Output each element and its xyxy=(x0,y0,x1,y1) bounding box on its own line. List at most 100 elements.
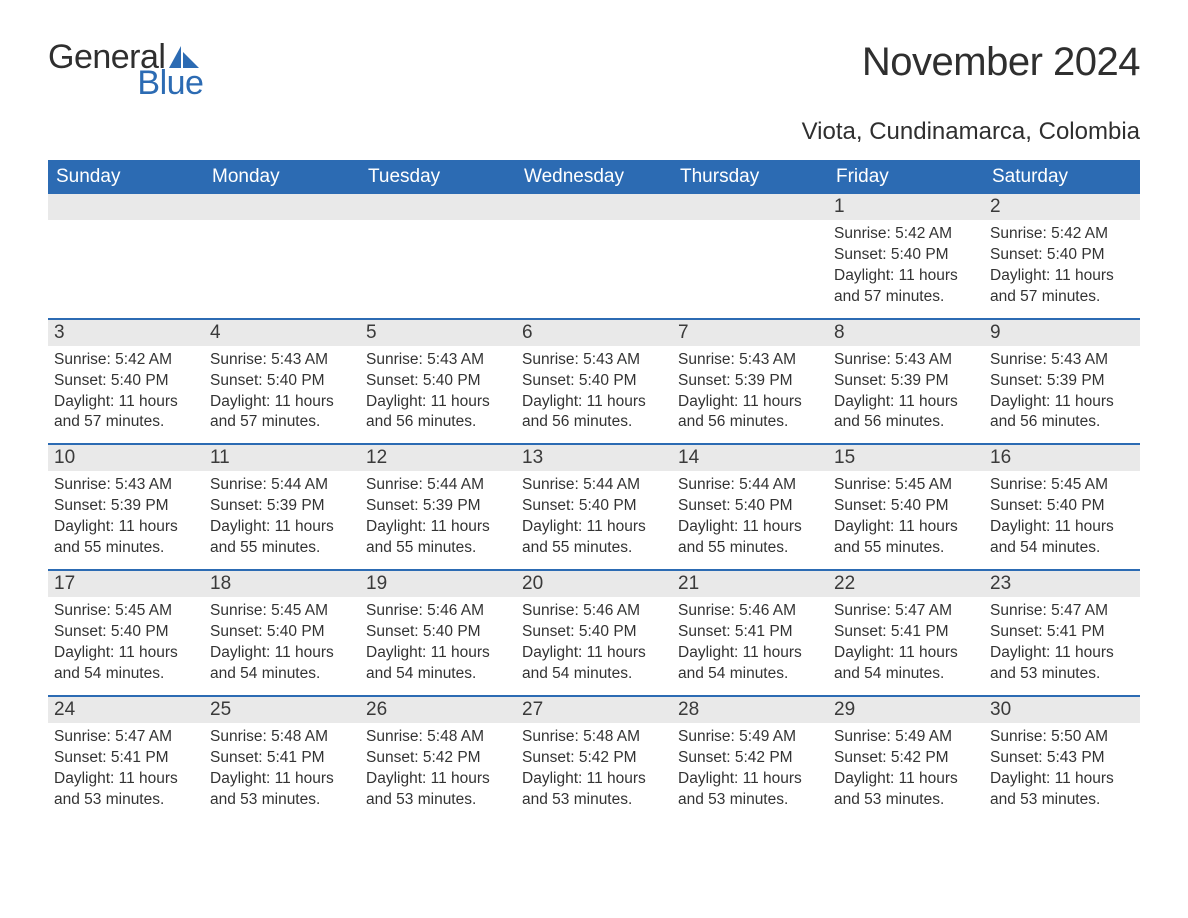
sunrise-line: Sunrise: 5:48 AM xyxy=(522,727,666,748)
day-cell: 10 Sunrise: 5:43 AMSunset: 5:39 PMDayligh… xyxy=(48,445,204,569)
day-number: 15 xyxy=(828,445,984,471)
day-number: 25 xyxy=(204,697,360,723)
day-info: Sunrise: 5:49 AMSunset: 5:42 PMDaylight:… xyxy=(672,727,828,811)
day-cell: 22Sunrise: 5:47 AMSunset: 5:41 PMDayligh… xyxy=(828,571,984,695)
daylight-line: Daylight: 11 hours and 56 minutes. xyxy=(522,392,666,434)
day-header-row: Sunday Monday Tuesday Wednesday Thursday… xyxy=(48,160,1140,194)
day-info: Sunrise: 5:43 AMSunset: 5:40 PMDaylight:… xyxy=(516,350,672,434)
day-cell xyxy=(48,194,204,318)
header: General Blue November 2024 xyxy=(48,40,1140,100)
day-info: Sunrise: 5:45 AMSunset: 5:40 PMDaylight:… xyxy=(204,601,360,685)
day-info: Sunrise: 5:42 AMSunset: 5:40 PMDaylight:… xyxy=(828,224,984,308)
week-row: 10 Sunrise: 5:43 AMSunset: 5:39 PMDayligh… xyxy=(48,443,1140,569)
sunrise-line: Sunrise: 5:49 AM xyxy=(834,727,978,748)
day-number: 17 xyxy=(48,571,204,597)
sunset-line: Sunset: 5:40 PM xyxy=(834,496,978,517)
daylight-line: Daylight: 11 hours and 55 minutes. xyxy=(522,517,666,559)
day-cell: 3Sunrise: 5:42 AMSunset: 5:40 PMDaylight… xyxy=(48,320,204,444)
day-header-wednesday: Wednesday xyxy=(516,160,672,194)
sunrise-line: Sunrise: 5:45 AM xyxy=(54,601,198,622)
day-header-monday: Monday xyxy=(204,160,360,194)
daylight-line: Daylight: 11 hours and 53 minutes. xyxy=(366,769,510,811)
empty-day-number xyxy=(360,194,516,220)
day-number: 26 xyxy=(360,697,516,723)
sunrise-line: Sunrise: 5:47 AM xyxy=(834,601,978,622)
sunrise-line: Sunrise: 5:43 AM xyxy=(522,350,666,371)
day-cell: 30Sunrise: 5:50 AMSunset: 5:43 PMDayligh… xyxy=(984,697,1140,821)
daylight-line: Daylight: 11 hours and 53 minutes. xyxy=(210,769,354,811)
daylight-line: Daylight: 11 hours and 54 minutes. xyxy=(210,643,354,685)
day-number: 13 xyxy=(516,445,672,471)
day-info: Sunrise: 5:47 AMSunset: 5:41 PMDaylight:… xyxy=(828,601,984,685)
sunrise-line: Sunrise: 5:42 AM xyxy=(990,224,1134,245)
sunrise-line: Sunrise: 5:47 AM xyxy=(990,601,1134,622)
day-header-friday: Friday xyxy=(828,160,984,194)
sunset-line: Sunset: 5:42 PM xyxy=(522,748,666,769)
day-info: Sunrise: 5:43 AMSunset: 5:39 PMDaylight:… xyxy=(48,475,204,559)
sunset-line: Sunset: 5:43 PM xyxy=(990,748,1134,769)
day-number: 18 xyxy=(204,571,360,597)
daylight-line: Daylight: 11 hours and 56 minutes. xyxy=(366,392,510,434)
day-number: 24 xyxy=(48,697,204,723)
day-header-thursday: Thursday xyxy=(672,160,828,194)
day-number: 4 xyxy=(204,320,360,346)
day-number: 29 xyxy=(828,697,984,723)
week-row: 1Sunrise: 5:42 AMSunset: 5:40 PMDaylight… xyxy=(48,194,1140,318)
sunrise-line: Sunrise: 5:43 AM xyxy=(54,475,198,496)
day-cell: 7Sunrise: 5:43 AMSunset: 5:39 PMDaylight… xyxy=(672,320,828,444)
day-number: 27 xyxy=(516,697,672,723)
day-info: Sunrise: 5:43 AMSunset: 5:39 PMDaylight:… xyxy=(984,350,1140,434)
sunset-line: Sunset: 5:40 PM xyxy=(678,496,822,517)
day-cell: 16Sunrise: 5:45 AMSunset: 5:40 PMDayligh… xyxy=(984,445,1140,569)
day-number: 2 xyxy=(984,194,1140,220)
day-number: 10 xyxy=(48,445,204,471)
daylight-line: Daylight: 11 hours and 53 minutes. xyxy=(834,769,978,811)
sunset-line: Sunset: 5:41 PM xyxy=(678,622,822,643)
day-cell xyxy=(672,194,828,318)
sunset-line: Sunset: 5:41 PM xyxy=(210,748,354,769)
daylight-line: Daylight: 11 hours and 57 minutes. xyxy=(834,266,978,308)
sunrise-line: Sunrise: 5:48 AM xyxy=(210,727,354,748)
sunset-line: Sunset: 5:42 PM xyxy=(834,748,978,769)
daylight-line: Daylight: 11 hours and 53 minutes. xyxy=(990,643,1134,685)
empty-day-number xyxy=(672,194,828,220)
day-number: 12 xyxy=(360,445,516,471)
sunrise-line: Sunrise: 5:42 AM xyxy=(54,350,198,371)
sunrise-line: Sunrise: 5:43 AM xyxy=(990,350,1134,371)
day-info: Sunrise: 5:44 AMSunset: 5:40 PMDaylight:… xyxy=(672,475,828,559)
sunset-line: Sunset: 5:40 PM xyxy=(366,371,510,392)
day-info: Sunrise: 5:48 AMSunset: 5:42 PMDaylight:… xyxy=(360,727,516,811)
daylight-line: Daylight: 11 hours and 55 minutes. xyxy=(678,517,822,559)
day-info: Sunrise: 5:49 AMSunset: 5:42 PMDaylight:… xyxy=(828,727,984,811)
sunrise-line: Sunrise: 5:43 AM xyxy=(678,350,822,371)
daylight-line: Daylight: 11 hours and 56 minutes. xyxy=(678,392,822,434)
daylight-line: Daylight: 11 hours and 55 minutes. xyxy=(210,517,354,559)
daylight-line: Daylight: 11 hours and 56 minutes. xyxy=(834,392,978,434)
sunset-line: Sunset: 5:40 PM xyxy=(834,245,978,266)
daylight-line: Daylight: 11 hours and 53 minutes. xyxy=(990,769,1134,811)
week-row: 24Sunrise: 5:47 AMSunset: 5:41 PMDayligh… xyxy=(48,695,1140,821)
day-info: Sunrise: 5:47 AMSunset: 5:41 PMDaylight:… xyxy=(984,601,1140,685)
day-header-sunday: Sunday xyxy=(48,160,204,194)
daylight-line: Daylight: 11 hours and 57 minutes. xyxy=(54,392,198,434)
day-cell: 23Sunrise: 5:47 AMSunset: 5:41 PMDayligh… xyxy=(984,571,1140,695)
sunrise-line: Sunrise: 5:49 AM xyxy=(678,727,822,748)
day-info: Sunrise: 5:46 AMSunset: 5:40 PMDaylight:… xyxy=(516,601,672,685)
sunset-line: Sunset: 5:40 PM xyxy=(990,245,1134,266)
day-info: Sunrise: 5:44 AMSunset: 5:39 PMDaylight:… xyxy=(360,475,516,559)
sunrise-line: Sunrise: 5:43 AM xyxy=(210,350,354,371)
week-row: 3Sunrise: 5:42 AMSunset: 5:40 PMDaylight… xyxy=(48,318,1140,444)
day-info: Sunrise: 5:46 AMSunset: 5:41 PMDaylight:… xyxy=(672,601,828,685)
day-number: 6 xyxy=(516,320,672,346)
daylight-line: Daylight: 11 hours and 54 minutes. xyxy=(678,643,822,685)
day-info: Sunrise: 5:43 AMSunset: 5:40 PMDaylight:… xyxy=(360,350,516,434)
daylight-line: Daylight: 11 hours and 54 minutes. xyxy=(834,643,978,685)
sunset-line: Sunset: 5:40 PM xyxy=(990,496,1134,517)
day-cell xyxy=(204,194,360,318)
sunrise-line: Sunrise: 5:45 AM xyxy=(834,475,978,496)
day-cell: 21Sunrise: 5:46 AMSunset: 5:41 PMDayligh… xyxy=(672,571,828,695)
sunset-line: Sunset: 5:40 PM xyxy=(522,622,666,643)
logo-text-blue: Blue xyxy=(108,66,203,100)
sunrise-line: Sunrise: 5:45 AM xyxy=(990,475,1134,496)
daylight-line: Daylight: 11 hours and 55 minutes. xyxy=(366,517,510,559)
